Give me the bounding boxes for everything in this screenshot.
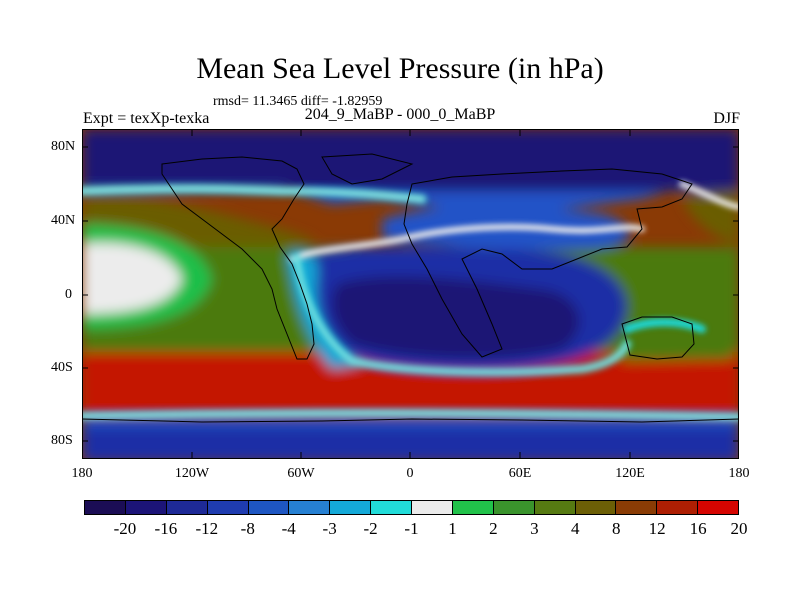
- colorbar-swatch: [616, 501, 658, 514]
- colorbar-swatch: [85, 501, 126, 514]
- colorbar-swatch: [575, 501, 617, 514]
- colorbar-label: 20: [730, 519, 748, 538]
- x-tick-120w: 120W: [174, 466, 210, 481]
- x-tick-60w: 60W: [287, 466, 315, 481]
- colorbar-swatch: [248, 501, 290, 514]
- colorbar-swatch: [698, 501, 738, 514]
- colorbar-swatch: [371, 501, 412, 514]
- colorbar-swatch: [166, 501, 208, 514]
- colorbar-label: 1: [448, 519, 457, 538]
- y-tick-40s: 40S: [51, 360, 73, 375]
- colorbar-label: 2: [489, 519, 498, 538]
- colorbar-swatch: [125, 501, 167, 514]
- rmsd-diff-subtitle: rmsd= 11.3465 diff= -1.82959: [213, 94, 383, 109]
- x-tick-180-right: 180: [728, 466, 750, 481]
- colorbar-label: 3: [530, 519, 539, 538]
- y-tick-40n: 40N: [51, 213, 76, 228]
- arctic-low: [82, 129, 739, 191]
- colorbar-label: -8: [240, 519, 255, 538]
- colorbar-label: -20: [113, 519, 137, 538]
- x-tick-60e: 60E: [508, 466, 532, 481]
- colorbar-label: -16: [154, 519, 178, 538]
- map-svg: [82, 129, 739, 459]
- continent-outlines: [82, 153, 739, 423]
- x-tick-180-left: 180: [71, 466, 93, 481]
- colorbar-swatch: [534, 501, 576, 514]
- colorbar: [84, 500, 739, 515]
- colorbar-swatch: [493, 501, 535, 514]
- colorbar-swatch: [452, 501, 494, 514]
- pressure-difference-map: [82, 129, 739, 459]
- comparison-label: 204_9_MaBP - 000_0_MaBP: [304, 106, 496, 123]
- colorbar-label: -3: [322, 519, 337, 538]
- colorbar-swatch: [330, 501, 372, 514]
- colorbar-label: -1: [404, 519, 419, 538]
- colorbar-label: -4: [281, 519, 296, 538]
- experiment-label: Expt = texXp-texka: [83, 110, 210, 127]
- colorbar-label: 4: [571, 519, 580, 538]
- colorbar-label: -2: [363, 519, 378, 538]
- y-tick-0: 0: [65, 287, 72, 302]
- figure-title: Mean Sea Level Pressure (in hPa): [196, 52, 604, 85]
- tick-marks: [82, 129, 739, 459]
- colorbar-swatch: [412, 501, 453, 514]
- season-label: DJF: [713, 110, 740, 127]
- colorbar-swatch: [657, 501, 699, 514]
- colorbar-cells: [85, 501, 738, 514]
- colorbar-label: -12: [195, 519, 219, 538]
- colorbar-swatch: [289, 501, 331, 514]
- colorbar-label: 16: [689, 519, 707, 538]
- y-tick-80s: 80S: [51, 433, 73, 448]
- x-tick-0: 0: [406, 466, 414, 481]
- x-tick-120e: 120E: [615, 466, 645, 481]
- colorbar-swatch: [207, 501, 249, 514]
- colorbar-label: 8: [611, 519, 621, 538]
- y-tick-80n: 80N: [51, 139, 76, 154]
- colorbar-label: 12: [648, 519, 666, 538]
